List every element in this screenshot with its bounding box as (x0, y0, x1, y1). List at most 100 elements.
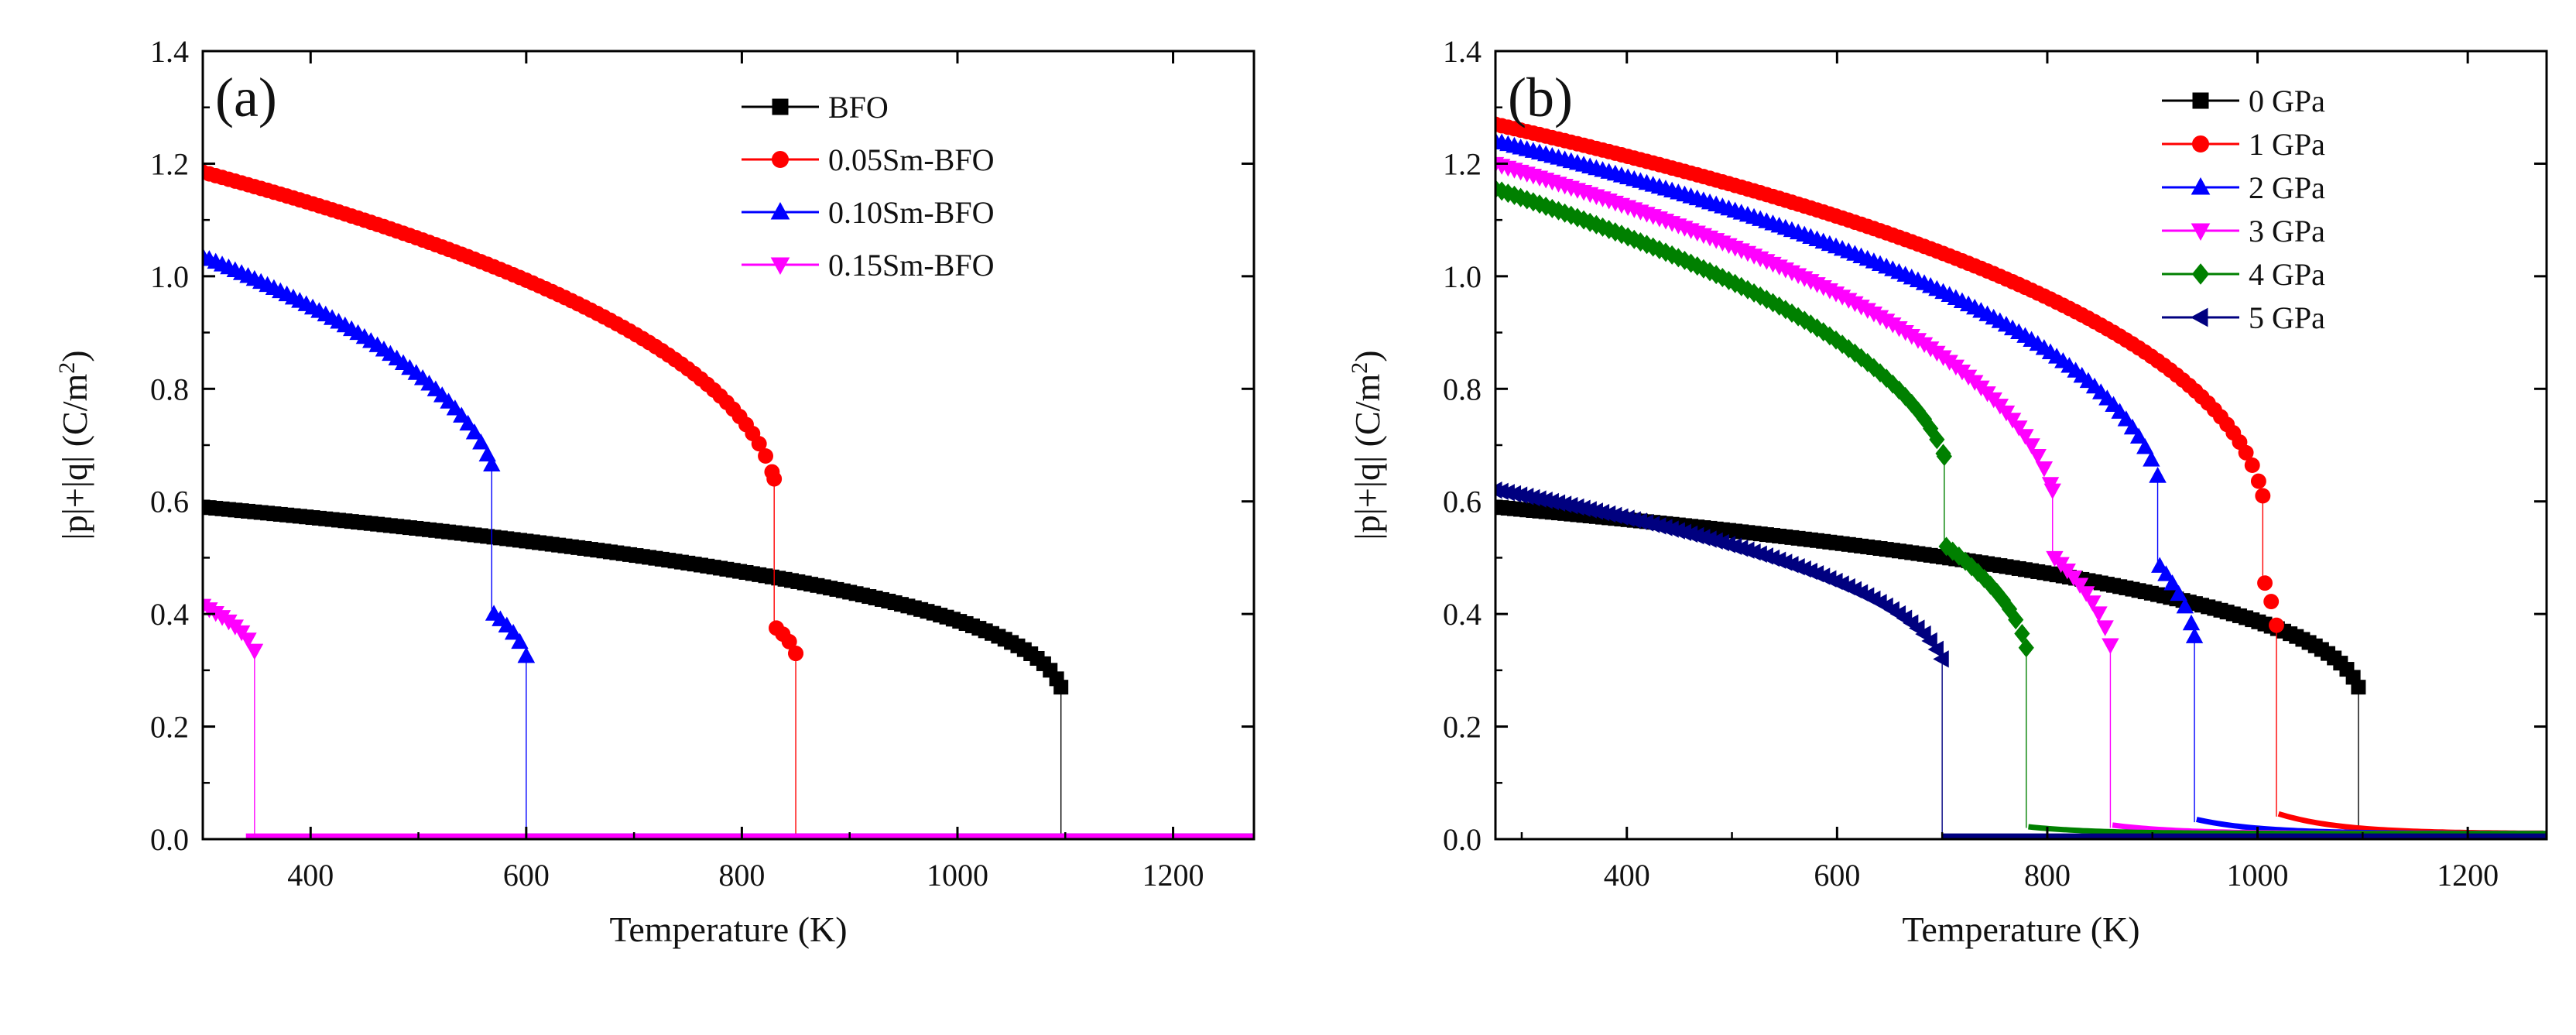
data-point (2149, 467, 2167, 483)
legend-label: 5 GPa (2249, 300, 2325, 335)
y-axis-label-tail-a: ) (55, 350, 94, 362)
data-point (453, 406, 471, 423)
data-point (2043, 483, 2061, 500)
series-0-15sm-bfo (203, 598, 1254, 839)
y-axis-label-main-b: |p|+|q| (C/m (1348, 374, 1387, 540)
data-point (2250, 473, 2266, 489)
legend-label: 2 GPa (2249, 170, 2325, 205)
y-tick-label: 0.6 (150, 485, 189, 519)
legend-label: 3 GPa (2249, 214, 2325, 248)
x-tick-label: 1200 (1142, 858, 1204, 893)
data-point (2151, 557, 2169, 573)
data-point (517, 646, 536, 663)
data-point (781, 633, 797, 649)
legend-marker (772, 151, 789, 168)
legend-entry: 0 GPa (2162, 84, 2325, 118)
legend-entry: 3 GPa (2162, 214, 2325, 248)
data-point (1053, 680, 1069, 695)
legend-marker (772, 98, 789, 115)
y-tick-label: 0.8 (150, 372, 189, 406)
legend-marker (2191, 176, 2211, 195)
data-point (239, 632, 257, 649)
legend-b: 0 GPa 1 GPa 2 GPa 3 GPa 4 GPa 5 GPa (2162, 84, 2325, 335)
legend-label: 0.10Sm-BFO (828, 195, 995, 230)
y-axis-label-tail-b: ) (1348, 350, 1387, 362)
y-tick-label: 1.4 (1443, 34, 1482, 69)
data-point (2129, 427, 2148, 444)
legend-marker (770, 257, 790, 276)
x-tick-label: 1000 (2227, 858, 2289, 893)
legend-entry: 5 GPa (2162, 300, 2325, 335)
data-point (2016, 429, 2034, 445)
legend-entry: 4 GPa (2162, 257, 2325, 292)
data-point (1859, 352, 1875, 372)
plot-area-b (1495, 116, 2547, 839)
y-tick-label: 1.2 (150, 146, 189, 181)
legend-marker (2191, 223, 2211, 242)
x-tick-label: 1200 (2437, 858, 2499, 893)
data-point (2269, 617, 2284, 633)
chart-panel-b: 400 600 800 1000 1200 0.0 0.2 0.4 0.6 0.8 1.0 1.2 1.… (1347, 34, 2548, 949)
series-0-05sm-bfo (203, 164, 1254, 839)
x-tick-label: 1000 (927, 858, 988, 893)
data-point (2029, 448, 2047, 465)
data-point (2263, 594, 2280, 609)
data-point (2014, 624, 2030, 643)
x-tick-label: 800 (718, 858, 765, 893)
legend-entry: BFO (742, 90, 889, 125)
plot-series-group (203, 164, 1254, 839)
data-point (2157, 565, 2175, 581)
data-point (2185, 627, 2204, 643)
data-point (511, 632, 529, 649)
y-tick-label: 0.8 (1443, 372, 1482, 406)
chart-panel-a: 400 600 800 1000 1200 0.0 0.2 0.4 0.6 0.8 1.0 1.2 1.… (54, 34, 1255, 949)
data-point (2102, 638, 2119, 654)
y-tick-label: 0.4 (150, 597, 189, 632)
data-point (504, 623, 522, 640)
legend-label: 0 GPa (2249, 84, 2325, 118)
x-tick-label: 800 (2024, 858, 2071, 893)
data-point (2244, 458, 2260, 473)
data-point (2035, 461, 2054, 478)
data-point (483, 455, 501, 472)
y-tick-label: 0.0 (1443, 822, 1482, 857)
data-point (766, 471, 783, 487)
data-point (1944, 541, 1961, 561)
data-point (2163, 574, 2181, 591)
legend-entry: 0.10Sm-BFO (742, 195, 995, 230)
data-point (2143, 451, 2160, 467)
data-point (1982, 575, 1999, 595)
data-point (2008, 610, 2024, 630)
data-point (1923, 419, 1939, 439)
data-point (758, 448, 774, 464)
y-tick-label: 0.6 (1443, 485, 1482, 519)
y-axis-label-sup-b: 2 (1347, 362, 1372, 374)
series-bfo (203, 499, 1254, 839)
series-5-gpa (1495, 481, 2547, 839)
data-point (2176, 597, 2194, 614)
data-point (2182, 614, 2201, 631)
data-point (2084, 595, 2102, 612)
data-point (1929, 430, 1945, 450)
x-axis-label-b: Temperature (K) (1902, 910, 2139, 949)
legend-label: 0.15Sm-BFO (828, 248, 995, 283)
data-point (2136, 438, 2154, 454)
data-point (1951, 546, 1967, 566)
data-point (1936, 447, 1952, 467)
x-tick-label: 600 (1814, 858, 1860, 893)
legend-marker (2191, 263, 2210, 285)
panel-label-b: (b) (1508, 67, 1573, 129)
y-axis-label-main-a: |p|+|q| (C/m (55, 374, 94, 540)
x-axis-label-a: Temperature (K) (609, 910, 847, 949)
data-point (472, 434, 490, 450)
plot-frame-a (201, 50, 1255, 841)
data-point (2351, 680, 2366, 695)
data-point (2078, 586, 2095, 602)
legend-a: BFO 0.05Sm-BFO 0.10Sm-BFO 0.15Sm-BFO (742, 90, 995, 283)
series-3-gpa (1495, 156, 2546, 837)
data-point (2123, 418, 2142, 435)
data-point (2023, 438, 2040, 454)
data-point (2003, 413, 2022, 429)
axis-ticks-b: 400 600 800 1000 1200 0.0 0.2 0.4 0.6 0.8 1.0 1.2 1.… (1443, 34, 2547, 893)
